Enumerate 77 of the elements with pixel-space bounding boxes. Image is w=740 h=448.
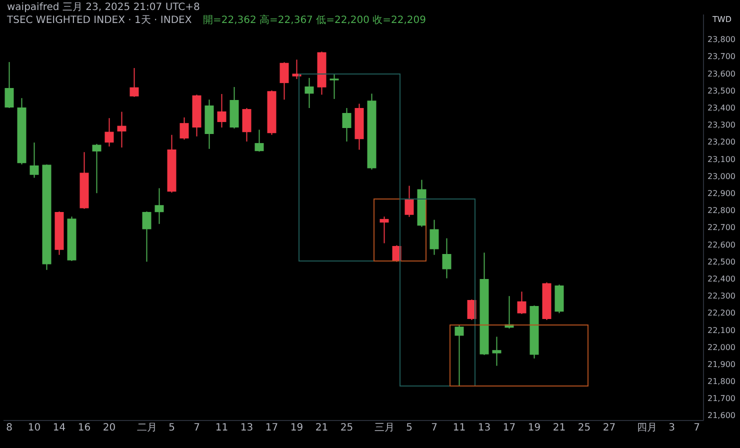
x-tick-label: 17 <box>265 422 278 434</box>
y-tick-label: 23,400 <box>708 104 736 113</box>
y-tick-label: 23,500 <box>708 86 736 96</box>
candlestick <box>492 336 502 366</box>
candlestick <box>217 94 226 128</box>
x-tick-label: 8 <box>6 422 12 434</box>
x-tick-label: 17 <box>502 422 516 434</box>
x-tick-label: 三月 <box>374 422 394 434</box>
candlestick <box>304 77 314 109</box>
candlestick <box>142 210 152 262</box>
candlestick <box>442 238 452 279</box>
x-tick-label: 10 <box>28 422 41 434</box>
candlestick <box>404 185 414 218</box>
candlestick <box>117 111 126 148</box>
candlestick <box>342 108 352 142</box>
x-tick-label: 13 <box>478 422 491 434</box>
x-tick-label: 7 <box>694 422 700 434</box>
text: TWD <box>712 15 732 24</box>
x-tick-label: 16 <box>78 422 91 434</box>
candlestick <box>92 143 102 194</box>
x-tick-label: 7 <box>194 422 200 434</box>
x-tick-label: 25 <box>340 422 354 434</box>
y-tick-label: 21,800 <box>708 377 736 386</box>
chart-subtitle: 開=22,362 高=22,367 低=22,200 收=22,209 <box>203 14 426 26</box>
x-tick-label: 19 <box>290 422 304 434</box>
x-tick-label: 13 <box>240 422 254 434</box>
y-tick-label: 23,000 <box>708 172 736 181</box>
x-tick-label: 11 <box>215 422 228 434</box>
candlestick <box>430 219 439 256</box>
y-tick-label: 23,200 <box>708 138 736 147</box>
candlestick <box>180 116 189 140</box>
y-tick-label: 22,600 <box>708 240 736 250</box>
y-tick-label: 23,800 <box>708 35 736 44</box>
text: waipaifred 三月 23, 2025 21:07 UTC+8 <box>7 2 200 13</box>
x-tick-label: 7 <box>431 422 438 434</box>
candlestick <box>380 216 389 244</box>
y-tick-label: 22,400 <box>708 274 736 284</box>
x-tick-label: 3 <box>668 422 675 434</box>
y-tick-label: 22,100 <box>708 326 736 335</box>
x-tick-label: 5 <box>168 422 175 434</box>
y-tick-label: 21,900 <box>708 360 736 369</box>
y-tick-label: 23,300 <box>708 120 736 130</box>
candlestick <box>242 108 252 142</box>
y-tick-label: 22,000 <box>708 342 736 352</box>
x-tick-label: 14 <box>52 422 66 434</box>
x-tick-label: 21 <box>552 422 566 434</box>
y-tick-label: 23,700 <box>708 52 736 62</box>
candlestick <box>104 118 114 147</box>
candlestick <box>330 73 339 100</box>
x-tick-label: 25 <box>578 422 591 434</box>
y-tick-label: 22,300 <box>708 292 736 301</box>
chart-title: TSEC WEIGHTED INDEX · 1天 · INDEX <box>6 15 192 26</box>
y-tick-label: 22,800 <box>708 206 736 216</box>
candlestick <box>254 129 264 152</box>
candlestick <box>280 62 289 100</box>
candlestick <box>4 62 14 109</box>
x-tick-label: 5 <box>406 422 412 434</box>
candlestick <box>517 291 526 315</box>
y-tick-label: 23,600 <box>708 69 736 78</box>
x-tick-label: 27 <box>602 422 616 434</box>
candlestick <box>154 188 164 224</box>
y-tick-label: 23,100 <box>708 154 736 164</box>
candlestick <box>30 142 39 178</box>
y-tick-label: 22,200 <box>708 308 736 318</box>
x-tick-label: 19 <box>528 422 541 434</box>
x-tick-label: 四月 <box>636 422 657 434</box>
y-tick-label: 22,700 <box>708 223 736 232</box>
y-tick-label: 21,700 <box>708 394 736 404</box>
x-tick-label: 20 <box>102 422 116 434</box>
y-tick-label: 22,900 <box>708 188 736 198</box>
y-tick-label: 21,600 <box>708 411 736 420</box>
x-tick-label: 21 <box>315 422 328 434</box>
y-tick-label: 22,500 <box>708 257 736 266</box>
candlestick <box>454 324 464 387</box>
candlestick <box>130 68 139 98</box>
x-tick-label: 11 <box>452 422 466 434</box>
x-tick-label: 二月 <box>136 422 157 434</box>
